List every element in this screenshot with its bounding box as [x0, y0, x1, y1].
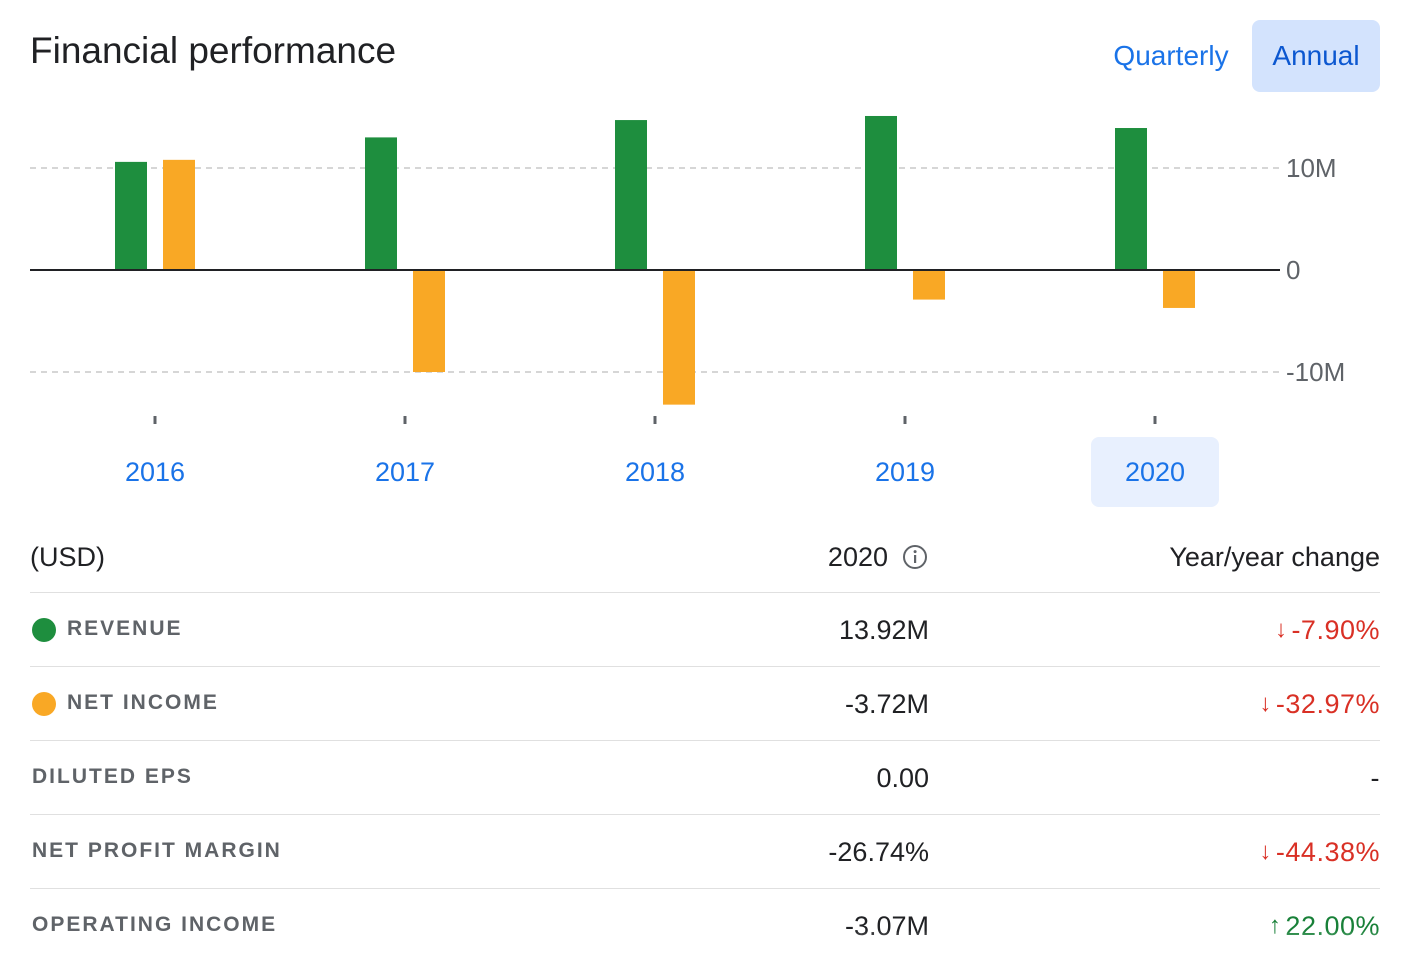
row-change: ↓ -32.97% [1259, 667, 1380, 741]
year-label-2018[interactable]: 2018 [624, 456, 686, 487]
row-change-text: 22.00% [1285, 910, 1380, 941]
y-tick-label: 10M [1286, 153, 1337, 183]
arrow-down-icon: ↓ [1259, 690, 1272, 717]
row-value: 0.00 [876, 762, 929, 793]
series-legend-dot [32, 618, 56, 642]
page-title: Financial performance [30, 30, 397, 71]
row-label: NET PROFIT MARGIN [32, 839, 282, 862]
year-label-2020[interactable]: 2020 [1091, 437, 1219, 507]
bar-revenue-2020 [1115, 128, 1147, 270]
row-change-text: -32.97% [1275, 688, 1380, 719]
table-row: NET INCOME -3.72M ↓ -32.97% [30, 666, 1380, 741]
row-value: -3.07M [844, 910, 929, 941]
quarterly-toggle[interactable]: Quarterly [1113, 40, 1229, 71]
bar-net-income-2020 [1163, 270, 1195, 308]
bar-net-income-2018 [663, 270, 695, 405]
year-header-text: 2020 [827, 541, 888, 572]
bar-revenue-2018 [615, 120, 647, 270]
bar-revenue-2019 [865, 115, 897, 270]
row-label: DILUTED EPS [32, 765, 193, 788]
bar-revenue-2016 [115, 161, 147, 270]
row-change: ↓ -44.38% [1259, 815, 1380, 889]
year-column-header: 2020 [828, 535, 928, 579]
row-change: - [1371, 741, 1381, 815]
table-row: REVENUE 13.92M ↓ -7.90% [30, 592, 1380, 667]
year-label-2017[interactable]: 2017 [374, 456, 436, 487]
series-legend-dot [32, 692, 56, 716]
row-change: ↑ 22.00% [1269, 889, 1380, 963]
year-label-2019[interactable]: 2019 [874, 456, 936, 487]
row-label: NET INCOME [67, 691, 219, 714]
info-icon[interactable] [902, 544, 928, 570]
bar-net-income-2016 [163, 159, 195, 270]
y-tick-label: 0 [1286, 255, 1300, 285]
y-tick-label: -10M [1286, 357, 1345, 387]
bar-net-income-2017 [413, 270, 445, 372]
bar-net-income-2019 [913, 270, 945, 300]
row-value: -3.72M [844, 688, 929, 719]
row-change-text: -7.90% [1291, 614, 1380, 645]
table-row: DILUTED EPS 0.00 - [30, 740, 1380, 815]
financial-bar-chart: 10M 0 -10M [30, 115, 1345, 424]
currency-label: (USD) [30, 541, 105, 572]
table-row: OPERATING INCOME -3.07M ↑ 22.00% [30, 888, 1380, 963]
change-column-header: Year/year change [1169, 541, 1380, 572]
row-change-text: -44.38% [1275, 836, 1380, 867]
row-change: ↓ -7.90% [1275, 593, 1380, 667]
table-row: NET PROFIT MARGIN -26.74% ↓ -44.38% [30, 814, 1380, 889]
bar-revenue-2017 [365, 137, 397, 270]
arrow-down-icon: ↓ [1259, 838, 1272, 865]
arrow-up-icon: ↑ [1268, 912, 1282, 939]
row-label: OPERATING INCOME [32, 913, 278, 936]
row-value: -26.74% [828, 836, 929, 867]
arrow-down-icon: ↓ [1274, 616, 1288, 643]
annual-toggle[interactable]: Annual [1252, 20, 1380, 92]
row-value: 13.92M [838, 614, 929, 645]
year-label-2016[interactable]: 2016 [124, 456, 186, 487]
row-change-text: - [1370, 762, 1380, 793]
row-label: REVENUE [67, 617, 183, 640]
